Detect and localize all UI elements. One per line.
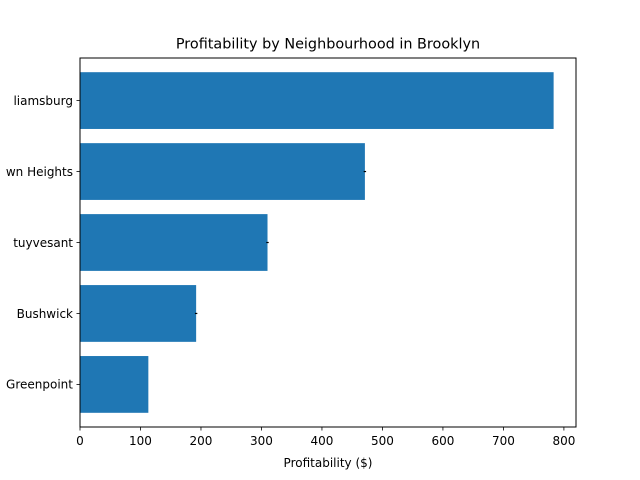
- bar-5: [80, 72, 554, 129]
- bar-4: [80, 143, 365, 200]
- bar-1: [80, 356, 149, 413]
- y-tick-label-3: tuyvesant: [13, 236, 73, 250]
- x-tick-label-8: 700: [492, 434, 515, 448]
- x-tick-label-5: 400: [310, 434, 333, 448]
- x-tick-label-4: 300: [250, 434, 273, 448]
- x-tick-label-3: 200: [190, 434, 213, 448]
- x-axis-label: Profitability ($): [284, 456, 373, 470]
- y-tick-label-4: wn Heights: [6, 165, 73, 179]
- bar-2: [80, 285, 197, 342]
- y-tick-label-2: Bushwick: [17, 307, 73, 321]
- x-tick-label-9: 800: [552, 434, 575, 448]
- chart-title: Profitability by Neighbourhood in Brookl…: [176, 37, 480, 53]
- y-tick-label-1: Greenpoint: [6, 378, 73, 392]
- bars: [80, 72, 554, 413]
- y-tick-label-5: liamsburg: [13, 94, 73, 108]
- error-bars: [194, 170, 367, 315]
- x-tick-label-6: 500: [371, 434, 394, 448]
- x-tick-label-2: 100: [129, 434, 152, 448]
- y-axis-ticks: Greenpoint Bushwick tuyvesant wn Heights lia…: [6, 94, 80, 392]
- x-axis-ticks: 0 100 200 300 400 500 600 700 800: [76, 427, 575, 448]
- x-tick-label-7: 600: [431, 434, 454, 448]
- bar-3: [80, 214, 268, 271]
- x-tick-label-1: 0: [76, 434, 84, 448]
